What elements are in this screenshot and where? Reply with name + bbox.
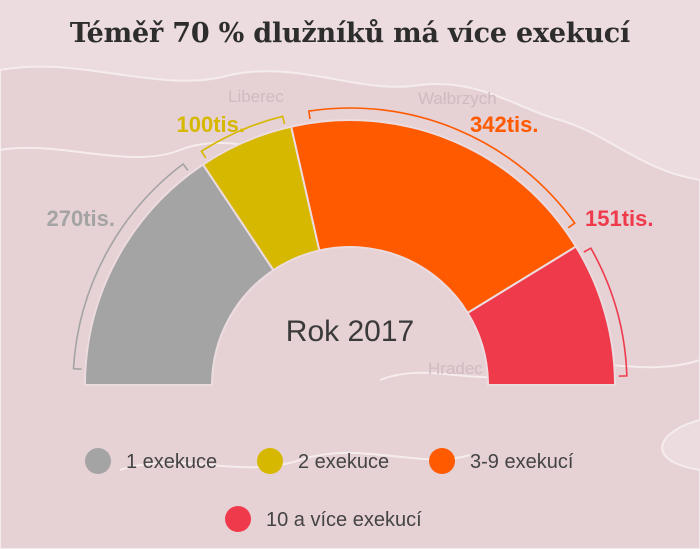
value-bracket-2-exekuce	[200, 115, 286, 159]
value-brackets	[72, 107, 628, 377]
value-bracket-3-9-exekuci	[307, 107, 576, 229]
map-border-line	[119, 451, 471, 471]
legend-swatch-3-9-exekuci	[429, 448, 455, 474]
value-label-2-exekuce: 100tis.	[177, 112, 246, 137]
map-label-walbrzych: Wałbrzych	[418, 89, 497, 108]
center-label: Rok 2017	[286, 315, 414, 348]
legend-swatch-10-a-vice-exekuci	[225, 506, 251, 532]
value-label-1-exekuce: 270tis.	[47, 206, 116, 231]
legend: 1 exekuce 2 exekuce 3-9 exekucí 10 a více e…	[85, 448, 574, 532]
value-labels: 270tis. 100tis. 342tis. 151tis.	[47, 112, 654, 231]
donut-segment-1-exekuce	[83, 163, 275, 386]
map-label-liberec: Liberec	[228, 87, 284, 106]
value-bracket-10-a-vice-exekuci	[583, 247, 628, 377]
donut-segments	[83, 119, 617, 386]
donut-segment-3-9-exekuci	[289, 119, 578, 315]
legend-swatch-2-exekuce	[257, 448, 283, 474]
legend-swatch-1-exekuce	[85, 448, 111, 474]
legend-label-10-a-vice-exekuci: 10 a více exekucí	[266, 509, 422, 531]
value-label-3-9-exekuci: 342tis.	[470, 112, 539, 137]
chart-title: Téměř 70 % dlužníků má více exekucí	[69, 18, 631, 49]
value-bracket-1-exekuce	[72, 162, 189, 370]
value-label-10-a-vice-exekuci: 151tis.	[585, 206, 654, 231]
legend-label-3-9-exekuci: 3-9 exekucí	[470, 451, 574, 473]
donut-segment-10-a-vice-exekuci	[466, 245, 617, 386]
legend-label-2-exekuce: 2 exekuce	[298, 451, 389, 473]
legend-label-1-exekuce: 1 exekuce	[126, 451, 217, 473]
